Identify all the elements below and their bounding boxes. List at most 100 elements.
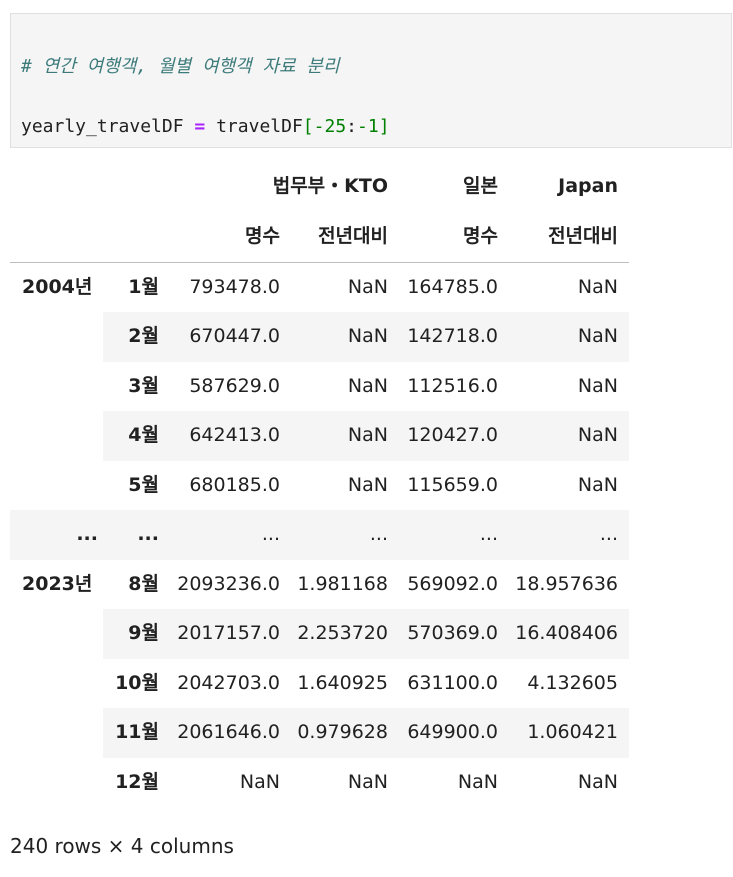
- table-cell: 18.957636: [515, 572, 618, 595]
- table-cell: NaN: [347, 424, 388, 446]
- row-index-month: 3월: [128, 374, 159, 397]
- table-cell: 164785.0: [407, 275, 498, 298]
- table-cell: 680185.0: [189, 473, 280, 496]
- code-bracket: ]: [378, 116, 390, 137]
- table-cell: 115659.0: [407, 473, 498, 496]
- row-index-year: [10, 659, 98, 709]
- table-cell: NaN: [347, 770, 388, 793]
- table-cell: 0.979628: [297, 721, 388, 743]
- table-cell: ...: [261, 523, 280, 545]
- table-cell: 793478.0: [189, 275, 280, 298]
- table-cell: 570369.0: [407, 622, 498, 644]
- table-cell: 2042703.0: [177, 671, 280, 694]
- table-cell: 670447.0: [189, 325, 280, 347]
- code-number: -25: [313, 116, 347, 137]
- table-cell: NaN: [577, 275, 618, 298]
- table-cell: NaN: [347, 374, 388, 397]
- column-header-yoy: 전년대비: [318, 225, 388, 247]
- table-cell: NaN: [577, 473, 618, 496]
- table-row: 4월 642413.0 NaN 120427.0 NaN: [10, 411, 629, 461]
- table-cell: 1.640925: [297, 671, 388, 694]
- code-line-2: yearly_travelDF = travelDF[-25:-1]: [21, 112, 721, 142]
- row-index-month: 1월: [128, 275, 159, 298]
- row-index-year: [10, 758, 98, 808]
- dataframe-output: 법무부・KTO 일본 Japan 명수 전년대비 명수 전년대비 2004년 1월…: [10, 160, 629, 807]
- row-index-year: 2023년: [22, 572, 93, 595]
- column-header-yoy: 전년대비: [548, 225, 618, 247]
- row-index-month: 4월: [128, 424, 159, 446]
- table-cell: ...: [369, 523, 388, 545]
- row-index-year: [10, 312, 98, 362]
- row-index-month: 10월: [115, 671, 159, 694]
- table-cell: 1.981168: [297, 572, 388, 595]
- table-cell: 2093236.0: [177, 572, 280, 595]
- table-cell: NaN: [239, 770, 280, 793]
- column-header-country: 일본: [463, 175, 498, 197]
- code-bracket: [: [302, 116, 314, 137]
- row-index-month: 11월: [115, 721, 159, 743]
- table-cell: NaN: [457, 770, 498, 793]
- table-cell: 649900.0: [407, 721, 498, 743]
- table-row: 10월 2042703.0 1.640925 631100.0 4.132605: [10, 659, 629, 709]
- table-cell: NaN: [577, 424, 618, 446]
- column-header-source: 법무부・KTO: [272, 175, 388, 197]
- column-header-count: 명수: [245, 225, 280, 247]
- column-header-country-en: Japan: [558, 175, 618, 197]
- table-cell: 112516.0: [407, 374, 498, 397]
- table-cell: 120427.0: [407, 424, 498, 446]
- table-cell: 2.253720: [297, 622, 388, 644]
- table-row: 9월 2017157.0 2.253720 570369.0 16.408406: [10, 609, 629, 659]
- table-row: 11월 2061646.0 0.979628 649900.0 1.060421: [10, 708, 629, 758]
- row-index-month: 8월: [128, 572, 159, 595]
- table-cell: 2061646.0: [177, 721, 280, 743]
- code-comment: # 연간 여행객, 월별 여행객 자료 분리: [21, 56, 340, 77]
- code-cell[interactable]: # 연간 여행객, 월별 여행객 자료 분리 yearly_travelDF =…: [10, 13, 732, 148]
- row-index-year: [10, 461, 98, 511]
- code-number: -1: [357, 116, 379, 137]
- table-cell: NaN: [577, 770, 618, 793]
- table-row: 3월 587629.0 NaN 112516.0 NaN: [10, 362, 629, 412]
- table-cell: 1.060421: [527, 721, 618, 743]
- row-index-month: 2월: [128, 325, 159, 347]
- table-header-sub: 명수 전년대비 명수 전년대비: [10, 212, 629, 263]
- table-cell: 587629.0: [189, 374, 280, 397]
- code-colon: :: [346, 116, 357, 137]
- table-cell: 2017157.0: [177, 622, 280, 644]
- table-cell: NaN: [577, 325, 618, 347]
- table-cell: ...: [599, 523, 618, 545]
- table-row: 2023년 8월 2093236.0 1.981168 569092.0 18.95763…: [10, 560, 629, 610]
- row-index-year: ...: [76, 523, 98, 545]
- table-cell: NaN: [577, 374, 618, 397]
- row-index-month: 5월: [128, 473, 159, 496]
- row-index-month: 12월: [115, 770, 159, 793]
- table-row: 5월 680185.0 NaN 115659.0 NaN: [10, 461, 629, 511]
- table-cell: 142718.0: [407, 325, 498, 347]
- code-operator: =: [194, 116, 206, 137]
- table-cell: 642413.0: [189, 424, 280, 446]
- table-header-top: 법무부・KTO 일본 Japan: [10, 160, 629, 212]
- code-var: travelDF: [216, 116, 303, 137]
- table-cell: 4.132605: [527, 671, 618, 694]
- table-row: 12월 NaN NaN NaN NaN: [10, 758, 629, 808]
- row-index-year: [10, 411, 98, 461]
- table-cell: 631100.0: [407, 671, 498, 694]
- table-cell: 569092.0: [407, 572, 498, 595]
- code-line-1: # 연간 여행객, 월별 여행객 자료 분리: [21, 52, 721, 82]
- code-var: yearly_travelDF: [21, 116, 184, 137]
- row-index-year: [10, 708, 98, 758]
- table-cell: NaN: [347, 275, 388, 298]
- row-index-year: [10, 609, 98, 659]
- column-header-count: 명수: [463, 225, 498, 247]
- table-cell: 16.408406: [515, 622, 618, 644]
- row-index-year: [10, 362, 98, 412]
- table-body: 2004년 1월 793478.0 NaN 164785.0 NaN 2월 670447.0 N…: [10, 263, 629, 808]
- row-index-month: ...: [137, 523, 159, 545]
- table-row: 2월 670447.0 NaN 142718.0 NaN: [10, 312, 629, 362]
- table-row: 2004년 1월 793478.0 NaN 164785.0 NaN: [10, 263, 629, 313]
- row-index-year: 2004년: [22, 275, 93, 298]
- table-cell: ...: [479, 523, 498, 545]
- dataframe-shape: 240 rows × 4 columns: [10, 834, 234, 858]
- table-cell: NaN: [347, 473, 388, 496]
- row-index-month: 9월: [128, 622, 159, 644]
- table-row: ..................: [10, 510, 629, 560]
